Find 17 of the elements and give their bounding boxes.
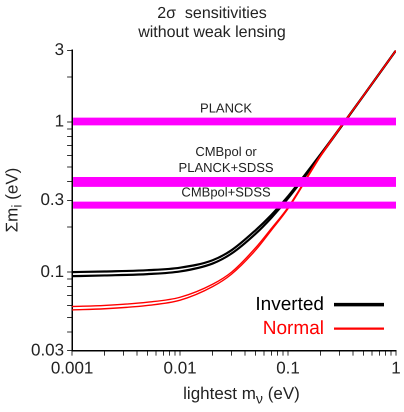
y-tick-label: 3 [54,40,64,60]
chart-subtitle: without weak lensing [137,24,286,42]
y-tick-label: 0.3 [40,190,64,210]
x-tick-label: 1 [391,358,401,378]
legend-label: Inverted [255,294,324,315]
y-tick-label: 0.03 [30,340,64,360]
band-label: PLANCK [200,100,252,116]
chart-title: 2σ sensitivities [157,5,267,22]
x-axis-title: lightest m$_{ν}$ (eV) [182,384,301,408]
y-tick-label: 1 [54,112,64,131]
x-tick-label: 0.01 [164,358,197,378]
band-label: CMBpol or PLANCK+SDSS [178,144,274,176]
y-tick-label: 0.1 [40,262,64,281]
band-label: CMBpol+SDSS [181,184,271,200]
legend-label: Normal [262,318,324,339]
x-tick-label: 0.1 [276,358,300,378]
x-tick-label: 0.001 [50,358,94,378]
